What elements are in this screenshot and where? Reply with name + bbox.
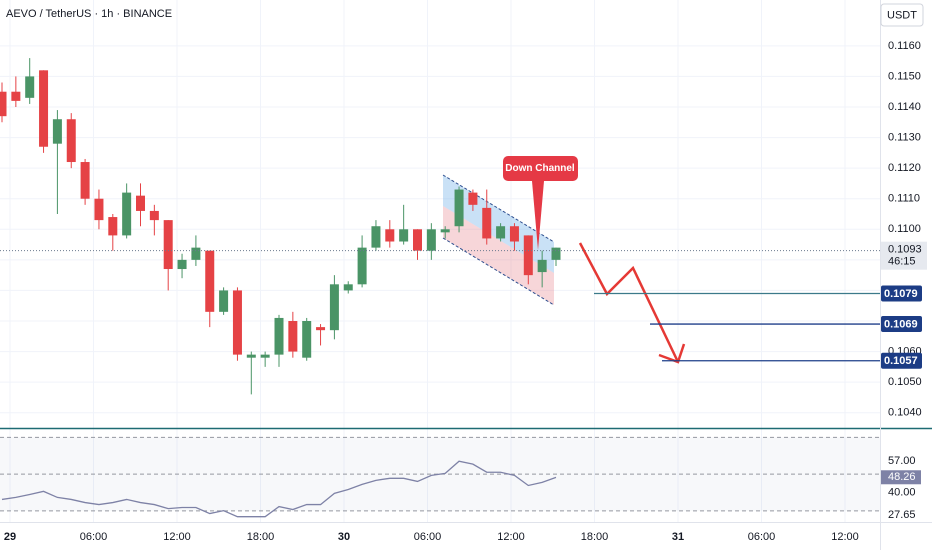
candle-body: [523, 235, 533, 276]
x-tick-label: 31: [672, 531, 684, 543]
rsi-label: 27.65: [888, 509, 916, 521]
candle-body: [149, 210, 159, 221]
candle-body: [496, 226, 506, 239]
callout-box: [503, 156, 578, 181]
candle-body: [260, 354, 270, 358]
candle-body: [413, 229, 422, 251]
candle-body: [482, 207, 492, 239]
candle-body: [537, 259, 547, 273]
candle-body: [343, 284, 353, 291]
x-tick-label: 12:00: [497, 531, 525, 543]
x-tick-label: 06:00: [414, 531, 442, 543]
candle-body: [357, 247, 367, 285]
candle-body: [191, 247, 201, 260]
rsi-label: 40.00: [888, 486, 916, 498]
currency: USDT: [887, 9, 917, 21]
candle-body: [94, 198, 104, 221]
candle-body: [66, 119, 76, 163]
candle-body: [302, 321, 312, 358]
y-tick-label: 0.1050: [888, 376, 922, 388]
y-tick-label: 0.1110: [888, 193, 920, 205]
symbol-title: AEVO / TetherUS · 1h · BINANCE: [6, 8, 172, 20]
candle-body: [288, 321, 298, 352]
candle-body: [329, 284, 339, 331]
y-tick-label: 0.1150: [888, 70, 921, 82]
currency-box: [880, 3, 924, 27]
candle-body: [11, 91, 21, 101]
candle-body: [274, 317, 284, 355]
target-label: 0.1069: [884, 318, 918, 330]
arrow-head: [658, 343, 686, 364]
candle-body: [246, 354, 256, 358]
candle-body: [399, 229, 409, 242]
y-tick-label: 0.1100: [888, 223, 921, 235]
rsi-line: [1, 460, 557, 518]
x-tick-label: 06:00: [748, 531, 776, 543]
target-badge: [881, 352, 922, 369]
channel-lower: [443, 206, 554, 305]
countdown: 46:15: [888, 256, 916, 268]
candle-body: [385, 229, 395, 242]
rsi-current-badge: [881, 470, 921, 485]
x-tick-label: 18:00: [581, 531, 609, 543]
candle-body: [440, 229, 450, 233]
rsi-label: 48.26: [888, 471, 916, 483]
candle-body: [468, 192, 478, 205]
x-tick-label: 06:00: [80, 531, 108, 543]
candle-body: [551, 247, 561, 260]
x-tick-label: 12:00: [163, 531, 191, 543]
candle-body: [163, 220, 173, 270]
candle-body: [80, 162, 90, 199]
candle-body: [177, 259, 187, 270]
candle-body: [136, 195, 145, 211]
channel-bottom: [442, 237, 555, 306]
callout-pointer: [532, 181, 544, 250]
target-label: 0.1057: [884, 355, 918, 367]
candle-body: [509, 226, 519, 242]
candle-body: [316, 327, 326, 331]
candle-body: [232, 290, 242, 355]
y-tick-label: 0.1160: [888, 40, 921, 52]
candle-body: [39, 70, 49, 147]
candle-body: [454, 189, 464, 227]
candle-body: [371, 226, 381, 248]
x-tick-label: 12:00: [831, 531, 859, 543]
projection-arrow: [578, 242, 680, 363]
last-price-label: 0.1093: [888, 244, 922, 256]
candle-body: [108, 217, 118, 236]
y-tick-label: 0.1130: [888, 131, 921, 143]
y-tick-label: 0.1040: [888, 407, 922, 419]
candle-body: [52, 119, 62, 144]
candle-body: [25, 76, 35, 98]
x-tick-label: 30: [338, 531, 350, 543]
target-badge: [881, 285, 922, 302]
candle-body: [426, 229, 436, 251]
channel-top: [442, 174, 555, 243]
y-tick-label: 0.1140: [888, 101, 921, 113]
candle-body: [205, 250, 215, 312]
target-badge: [881, 316, 922, 333]
last-price-badge: [881, 241, 927, 270]
x-tick-label: 29: [4, 531, 16, 543]
candle-body: [0, 91, 7, 117]
annotation: Down Channel: [505, 163, 575, 174]
y-tick-label: 0.1120: [888, 162, 921, 174]
candles: [0, 58, 561, 395]
x-tick-label: 18:00: [247, 531, 275, 543]
candle-body: [219, 290, 229, 312]
rsi-label: 57.00: [888, 455, 916, 467]
target-label: 0.1079: [884, 288, 918, 300]
overlay: 0.10400.10500.10600.10700.10800.10900.11…: [0, 40, 927, 543]
candle-body: [122, 192, 132, 236]
